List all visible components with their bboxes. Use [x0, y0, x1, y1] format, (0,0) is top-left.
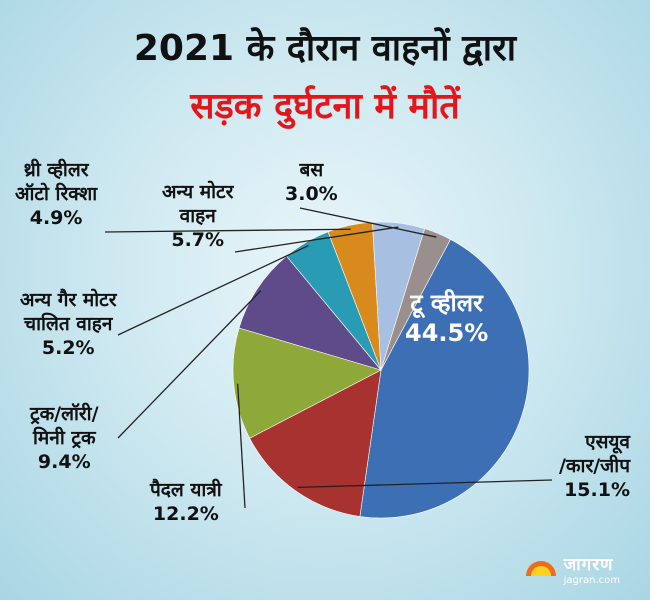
- leader-line-auto: [104, 228, 351, 233]
- leader-line-pedestrian: [237, 383, 246, 509]
- chart-title-line1: 2021 के दौरान वाहनों द्वारा: [133, 28, 517, 69]
- label-truck: ट्रक/लॉरी/ मिनी ट्रक 9.4%: [30, 403, 99, 473]
- label-non-motor: अन्य गैर मोटर चालित वाहन 5.2%: [20, 289, 117, 359]
- leader-line-truck: [117, 290, 262, 439]
- pie-slice-bus: [380, 228, 451, 371]
- chart-title-line2: सड़क दुर्घटना में मौतें: [190, 86, 460, 127]
- label-two-wheeler: टू व्हीलर 44.5%: [405, 289, 489, 347]
- leader-line-non-motor: [117, 245, 309, 336]
- leader-line-bus: [299, 207, 437, 238]
- label-other-motor: अन्य मोटर वाहन 5.7%: [162, 181, 234, 251]
- label-pedestrian: पैदल यात्री 12.2%: [150, 479, 222, 525]
- brand-logo: जागरण jagran.com: [525, 552, 620, 586]
- leader-line-suv: [297, 479, 553, 489]
- pie-slice-two-wheeler: [359, 238, 530, 519]
- sun-logo-icon: [525, 561, 556, 576]
- label-suv: एसयूव /कार/जीप 15.1%: [559, 431, 630, 501]
- label-bus: बस 3.0%: [285, 159, 338, 205]
- brand-url: jagran.com: [563, 575, 620, 586]
- pie-slice-suv: [249, 369, 382, 517]
- pie-slice-pedestrian: [232, 327, 382, 439]
- brand-name: जागरण: [563, 555, 614, 575]
- label-auto: थ्री व्हीलर ऑटो रिक्शा 4.9%: [15, 159, 98, 229]
- leader-line-other-motor: [234, 226, 399, 253]
